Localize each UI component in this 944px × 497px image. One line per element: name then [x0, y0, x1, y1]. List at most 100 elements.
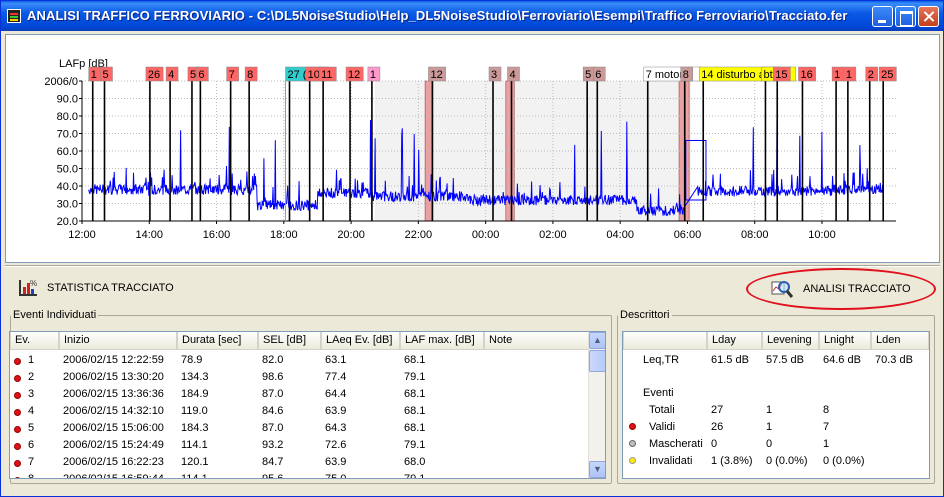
event-number-cell: 5	[10, 422, 59, 434]
event-number: 7	[28, 455, 35, 468]
minimize-button[interactable]	[872, 6, 893, 27]
event-label: 25	[881, 69, 893, 81]
mascherati-lnight: 1	[823, 438, 830, 450]
x-tick-label: 20:00	[337, 229, 365, 241]
event-label: 26	[148, 69, 160, 81]
noise-trace-line	[88, 98, 883, 217]
event-label: 1	[846, 69, 852, 81]
window-title: ANALISI TRAFFICO FERROVIARIO - C:\DL5Noi…	[27, 8, 848, 23]
totali-levening: 1	[766, 404, 773, 416]
x-tick-label: 08:00	[741, 229, 769, 241]
event-number-cell: 6	[10, 439, 59, 451]
mascherati-label: Mascherati	[649, 438, 703, 450]
event-number-cell: 7	[10, 456, 59, 468]
event-label-box	[843, 66, 857, 82]
event-lafmax-cell: 68.0	[404, 455, 426, 468]
col-note[interactable]: Note	[484, 332, 590, 350]
invalidati-lday: 1 (3.8%)	[711, 455, 753, 467]
event-label: 1	[91, 69, 97, 81]
event-label: 14 disturbo au	[701, 69, 771, 81]
col-durata[interactable]: Durata [sec]	[177, 332, 258, 350]
event-number: 2	[28, 370, 35, 383]
table-row[interactable]: 1 2006/02/15 12:22:59 78.9 82.0 63.1 68.1	[10, 351, 590, 368]
y-tick-label: 70.0	[57, 129, 78, 141]
event-number-cell: 1	[10, 354, 59, 366]
table-row[interactable]: 5 2006/02/15 15:06:00 184.3 87.0 64.3 68.1	[10, 419, 590, 436]
event-label-box	[680, 66, 693, 82]
event-number: 5	[28, 421, 35, 434]
event-sel-cell: 87.0	[262, 421, 284, 434]
event-label-box	[507, 66, 520, 82]
event-laeq-cell: 63.9	[325, 404, 347, 417]
totali-lday: 27	[711, 404, 724, 416]
descrittori-group: Descrittori	[617, 309, 935, 484]
title-bar[interactable]: ANALISI TRAFFICO FERROVIARIO - C:\DL5Noi…	[1, 1, 943, 31]
validi-lnight: 7	[823, 421, 830, 433]
statistica-tracciato-button[interactable]: % STATISTICA TRACCIATO	[17, 277, 174, 299]
event-label-box	[145, 66, 164, 82]
mascherati-dot-icon	[629, 440, 636, 447]
event-inizio-cell: 2006/02/15 13:36:36	[63, 387, 164, 400]
event-laeq-cell: 72.6	[325, 438, 347, 451]
app-icon[interactable]	[7, 9, 21, 23]
maximize-button[interactable]	[895, 6, 916, 27]
event-laeq-cell: 77.4	[325, 370, 347, 383]
x-tick-label: 16:00	[203, 229, 231, 241]
noise-chart[interactable]: 20.030.040.050.060.070.080.090.02006/0LA…	[6, 35, 939, 262]
event-inizio-cell: 2006/02/15 15:06:00	[63, 421, 164, 434]
event-lafmax-cell: 79.1	[404, 370, 426, 383]
y-tick-label: 2006/0	[44, 76, 78, 88]
scroll-thumb[interactable]	[589, 350, 605, 372]
event-sel-cell: 98.6	[262, 370, 284, 383]
table-row[interactable]: 8 2006/02/15 16:59:44 114.1 95.6 75.0 79.1	[10, 470, 590, 479]
event-label: 12	[430, 69, 442, 81]
event-label-box	[244, 66, 258, 82]
x-tick-label: 06:00	[674, 229, 702, 241]
event-label: 2	[868, 69, 874, 81]
event-label: 8	[247, 69, 253, 81]
table-row[interactable]: 2 2006/02/15 13:30:20 134.3 98.6 77.4 79.1	[10, 368, 590, 385]
event-label: 7 motori	[646, 69, 686, 81]
x-tick-label: 02:00	[539, 229, 567, 241]
event-number-cell: 3	[10, 388, 59, 400]
event-sel-cell: 82.0	[262, 353, 284, 366]
close-button[interactable]	[918, 6, 939, 27]
event-label: 1	[834, 69, 840, 81]
event-label: 16	[800, 69, 812, 81]
events-vertical-scrollbar[interactable]: ▲ ▼	[588, 332, 605, 478]
table-row[interactable]: 4 2006/02/15 14:32:10 119.0 84.6 63.9 68.1	[10, 402, 590, 419]
validi-dot-icon	[629, 423, 636, 430]
events-list[interactable]: Ev. Inizio Durata [sec] SEL [dB] LAeq Ev…	[9, 331, 606, 479]
event-number: 8	[28, 472, 35, 479]
col-laeq[interactable]: LAeq Ev. [dB]	[321, 332, 400, 350]
table-row[interactable]: 7 2006/02/15 16:22:23 120.1 84.7 63.9 68.0	[10, 453, 590, 470]
mascherati-lday: 0	[711, 438, 718, 450]
event-lafmax-cell: 68.1	[404, 421, 426, 434]
event-laeq-cell: 63.1	[325, 353, 347, 366]
scroll-down-button[interactable]: ▼	[589, 461, 605, 478]
analisi-tracciato-button[interactable]: ANALISI TRACCIATO	[771, 278, 911, 300]
table-row[interactable]: 6 2006/02/15 15:24:49 114.1 93.2 72.6 79.1	[10, 436, 590, 453]
col-lafmax[interactable]: LAF max. [dB]	[400, 332, 484, 350]
col-ev[interactable]: Ev.	[10, 332, 59, 350]
statistica-tracciato-label: STATISTICA TRACCIATO	[47, 282, 174, 294]
event-label: 15	[775, 69, 787, 81]
event-sel-cell: 93.2	[262, 438, 284, 451]
y-tick-label: 50.0	[57, 164, 78, 176]
descrittori-header: Lday Levening Lnight Lden	[623, 332, 929, 350]
table-row[interactable]: 3 2006/02/15 13:36:36 184.9 87.0 64.4 68.1	[10, 385, 590, 402]
event-label-box	[428, 66, 446, 82]
scroll-up-button[interactable]: ▲	[589, 332, 605, 349]
y-tick-label: 60.0	[57, 146, 78, 158]
col-inizio[interactable]: Inizio	[59, 332, 177, 350]
event-label: bt	[763, 69, 772, 81]
leq-lnight: 64.6 dB	[823, 354, 861, 366]
event-number-cell: 2	[10, 371, 59, 383]
x-tick-label: 22:00	[405, 229, 433, 241]
noise-chart-panel[interactable]: 20.0 30.0 40.0 50.0 60.0 70.0 80.0 90.0 2006/0 LA…	[5, 34, 940, 263]
event-inizio-cell: 2006/02/15 16:22:23	[63, 455, 164, 468]
invalidati-label: Invalidati	[649, 455, 693, 467]
col-sel[interactable]: SEL [dB]	[258, 332, 321, 350]
validi-label: Validi	[649, 421, 676, 433]
